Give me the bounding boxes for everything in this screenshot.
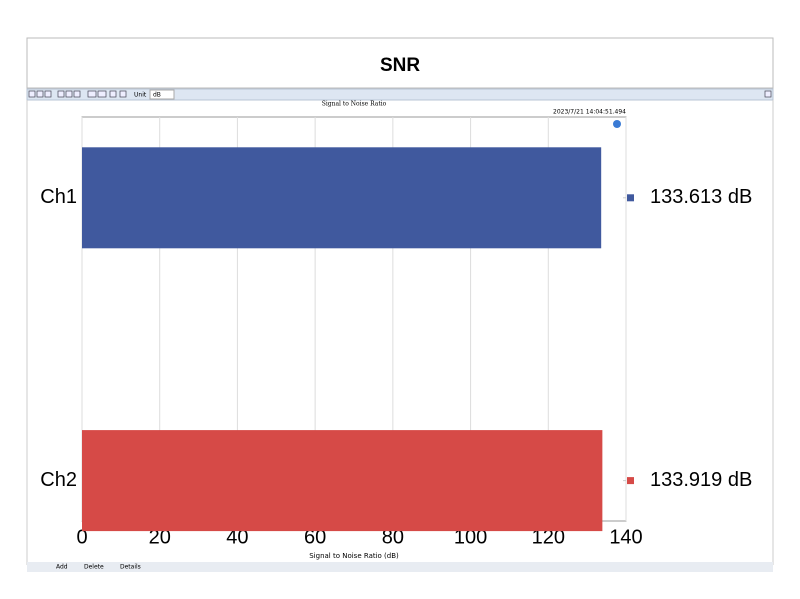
toolbar-icons[interactable] [28, 90, 772, 98]
unit-label: Unit [134, 92, 147, 99]
footer-bar [27, 562, 773, 572]
bar [82, 147, 602, 249]
header-title: SNR [380, 55, 420, 76]
value-label: 133.613 dB [650, 186, 752, 208]
x-tick-label: 100 [454, 526, 487, 548]
bar [82, 430, 603, 532]
unit-value: dB [153, 92, 161, 99]
toolbar [26, 88, 774, 101]
chart-title: Signal to Noise Ratio [322, 101, 387, 108]
x-tick-label: 20 [149, 526, 171, 548]
x-tick-label: 80 [382, 526, 404, 548]
category-label: Ch2 [40, 469, 77, 491]
footer-button[interactable]: Add [56, 564, 68, 571]
legend-marker [627, 477, 634, 485]
x-tick-label: 60 [304, 526, 326, 548]
x-tick-label: 0 [76, 526, 87, 548]
legend-marker [627, 194, 634, 202]
plot-icon[interactable] [613, 120, 621, 128]
footer-button[interactable]: Details [120, 564, 141, 571]
footer-button[interactable]: Delete [84, 564, 104, 571]
x-axis-label: Signal to Noise Ratio (dB) [309, 552, 399, 560]
category-label: Ch1 [40, 186, 77, 208]
value-label: 133.919 dB [650, 469, 752, 491]
x-tick-label: 140 [609, 526, 642, 548]
timestamp: 2023/7/21 14:04:51.494 [553, 109, 626, 116]
header-box [26, 37, 774, 89]
x-tick-label: 120 [532, 526, 565, 548]
unit-select[interactable] [149, 89, 175, 100]
plot: 0 20 40 60 80 100 120 140 Ch1 133.613 dB Ch2 133.91… [40, 117, 752, 548]
x-tick-label: 40 [226, 526, 248, 548]
